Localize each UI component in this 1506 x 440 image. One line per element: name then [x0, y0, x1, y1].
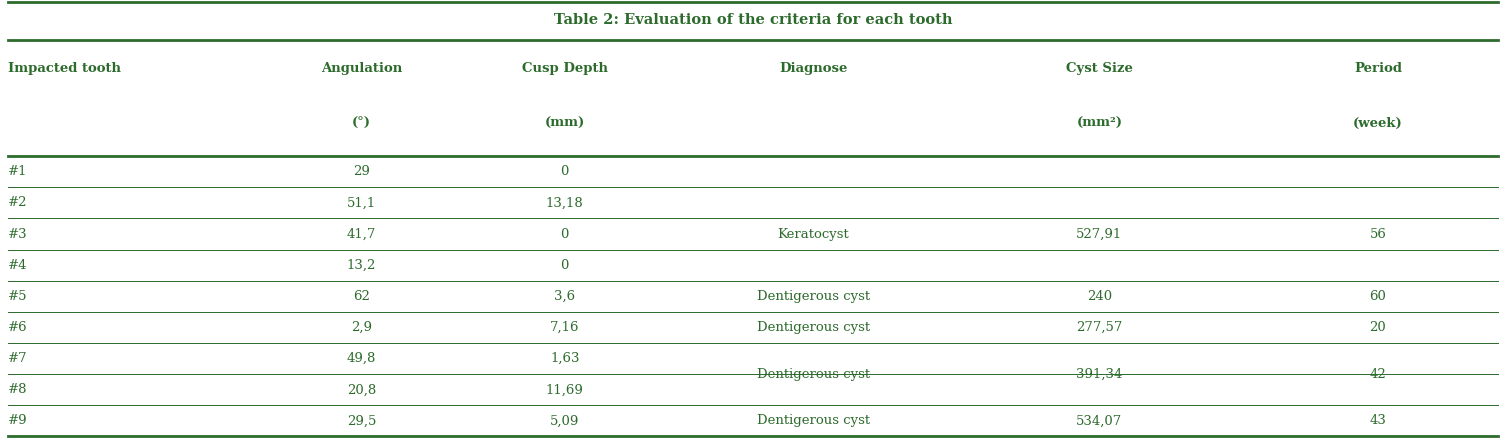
- Text: 20,8: 20,8: [346, 383, 376, 396]
- Text: Keratocyst: Keratocyst: [777, 227, 849, 241]
- Text: 3,6: 3,6: [554, 290, 575, 303]
- Text: 527,91: 527,91: [1077, 227, 1122, 241]
- Text: #6: #6: [8, 321, 27, 334]
- Text: Cyst Size: Cyst Size: [1066, 62, 1133, 75]
- Text: 56: 56: [1369, 227, 1387, 241]
- Text: #2: #2: [8, 196, 27, 209]
- Text: #8: #8: [8, 383, 27, 396]
- Text: 5,09: 5,09: [550, 414, 580, 427]
- Text: 2,9: 2,9: [351, 321, 372, 334]
- Text: 7,16: 7,16: [550, 321, 580, 334]
- Text: 11,69: 11,69: [545, 383, 584, 396]
- Text: 43: 43: [1369, 414, 1387, 427]
- Text: (°): (°): [352, 117, 370, 130]
- Text: 49,8: 49,8: [346, 352, 376, 365]
- Text: 51,1: 51,1: [346, 196, 376, 209]
- Text: 13,18: 13,18: [545, 196, 584, 209]
- Text: 1,63: 1,63: [550, 352, 580, 365]
- Text: #9: #9: [8, 414, 27, 427]
- Text: #4: #4: [8, 259, 27, 271]
- Text: 0: 0: [560, 165, 569, 178]
- Text: #3: #3: [8, 227, 27, 241]
- Text: Impacted tooth: Impacted tooth: [8, 62, 120, 75]
- Text: 391,34: 391,34: [1077, 368, 1122, 381]
- Text: (mm²): (mm²): [1077, 117, 1122, 130]
- Text: 29,5: 29,5: [346, 414, 376, 427]
- Text: Table 2: Evaluation of the criteria for each tooth: Table 2: Evaluation of the criteria for …: [554, 13, 952, 27]
- Text: Dentigerous cyst: Dentigerous cyst: [756, 321, 870, 334]
- Text: 534,07: 534,07: [1077, 414, 1122, 427]
- Text: 42: 42: [1369, 368, 1387, 381]
- Text: (mm): (mm): [545, 117, 584, 130]
- Text: Dentigerous cyst: Dentigerous cyst: [756, 368, 870, 381]
- Text: Diagnose: Diagnose: [779, 62, 848, 75]
- Text: 13,2: 13,2: [346, 259, 376, 271]
- Text: 60: 60: [1369, 290, 1387, 303]
- Text: Dentigerous cyst: Dentigerous cyst: [756, 414, 870, 427]
- Text: Dentigerous cyst: Dentigerous cyst: [756, 290, 870, 303]
- Text: 41,7: 41,7: [346, 227, 376, 241]
- Text: 29: 29: [352, 165, 370, 178]
- Text: 240: 240: [1087, 290, 1111, 303]
- Text: #5: #5: [8, 290, 27, 303]
- Text: 0: 0: [560, 227, 569, 241]
- Text: Cusp Depth: Cusp Depth: [521, 62, 608, 75]
- Text: (week): (week): [1352, 117, 1404, 130]
- Text: Angulation: Angulation: [321, 62, 402, 75]
- Text: 20: 20: [1369, 321, 1387, 334]
- Text: 277,57: 277,57: [1077, 321, 1122, 334]
- Text: #1: #1: [8, 165, 27, 178]
- Text: Period: Period: [1354, 62, 1402, 75]
- Text: 0: 0: [560, 259, 569, 271]
- Text: #7: #7: [8, 352, 27, 365]
- Text: 62: 62: [352, 290, 370, 303]
